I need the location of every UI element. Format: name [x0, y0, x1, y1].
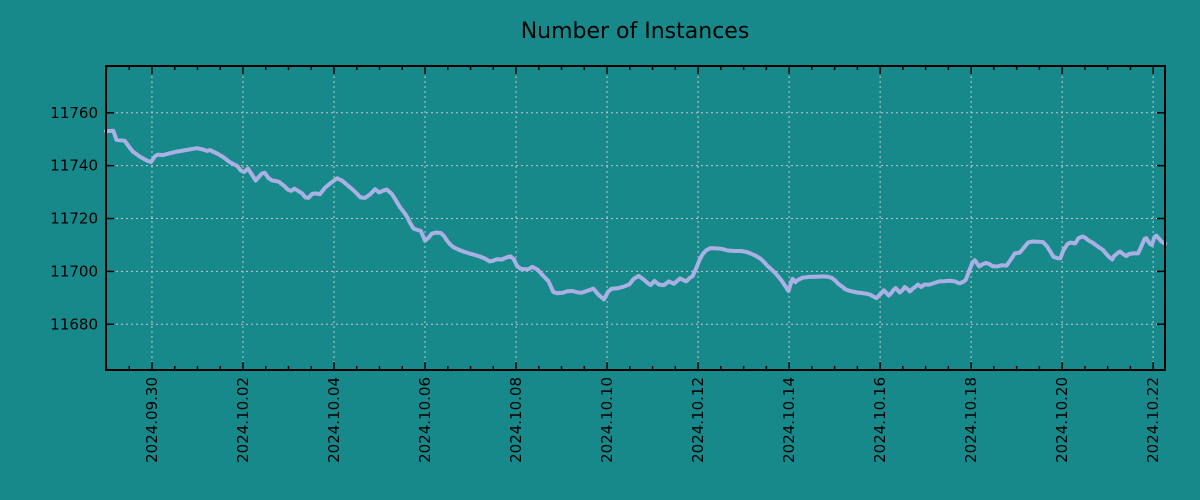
axes-layer	[105, 65, 1166, 371]
series-line-instances	[104, 128, 1167, 302]
x-tick-label: 2024.10.16	[871, 377, 889, 463]
x-tick-label: 2024.10.12	[689, 377, 707, 463]
y-tick-label: 11740	[50, 157, 98, 175]
x-tick-label: 2024.10.08	[507, 377, 525, 463]
y-tick-label: 11680	[50, 315, 98, 333]
label-layer: 2024.09.30 2024.10.02 2024.10.04 2024.10.06…	[50, 104, 1162, 463]
x-tick-label: 2024.10.14	[780, 377, 798, 463]
series-layer	[104, 128, 1167, 302]
x-tick-label: 2024.10.02	[234, 377, 252, 463]
x-tick-label: 2024.09.30	[143, 377, 161, 463]
x-tick-label: 2024.10.06	[416, 377, 434, 463]
x-tick-label: 2024.10.22	[1144, 377, 1162, 463]
y-tick-label: 11760	[50, 104, 98, 122]
x-tick-label: 2024.10.10	[598, 377, 616, 463]
plot-border	[105, 65, 1166, 371]
y-tick-label: 11720	[50, 210, 98, 228]
x-tick-label: 2024.10.20	[1053, 377, 1071, 463]
chart-title: Number of Instances	[521, 19, 750, 44]
y-tick-label: 11700	[50, 262, 98, 280]
x-tick-label: 2024.10.04	[325, 377, 343, 463]
x-tick-label: 2024.10.18	[962, 377, 980, 463]
grid-layer	[106, 66, 1165, 370]
